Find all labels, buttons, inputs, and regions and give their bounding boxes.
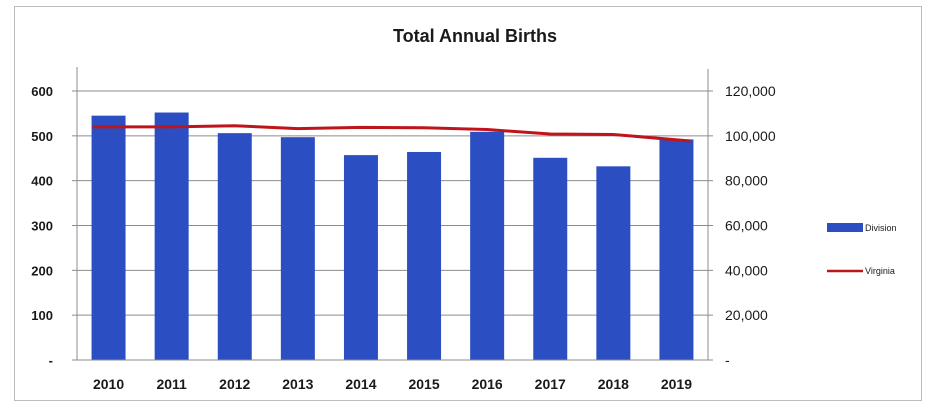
x-tick-label-2017: 2017 <box>535 376 566 392</box>
right-tick-label: - <box>725 352 730 368</box>
left-tick-label: - <box>49 353 53 368</box>
left-tick-label: 200 <box>31 263 53 278</box>
x-tick-label-2011: 2011 <box>156 376 187 392</box>
right-tick-label: 20,000 <box>725 307 768 323</box>
x-tick-label-2014: 2014 <box>345 376 376 392</box>
x-tick-label-2012: 2012 <box>219 376 250 392</box>
right-tick-label: 100,000 <box>725 128 776 144</box>
bar-division-2019 <box>659 139 694 360</box>
legend-swatch-division <box>827 223 863 232</box>
bar-division-2013 <box>280 137 315 360</box>
x-tick-label-2015: 2015 <box>408 376 439 392</box>
right-tick-label: 60,000 <box>725 218 768 234</box>
bar-division-2012 <box>217 133 252 360</box>
legend-label-virginia: Virginia <box>865 266 895 276</box>
legend: Division Virginia <box>827 223 897 276</box>
x-tick-label-2010: 2010 <box>93 376 124 392</box>
left-axis-ticks: - 100 200 300 400 500 600 <box>31 84 77 368</box>
bar-division-2015 <box>407 151 442 360</box>
chart-frame: Total Annual Births -100 200 300 400 500 600 … <box>14 6 922 401</box>
bar-division-2017 <box>533 157 568 360</box>
axes <box>76 67 709 361</box>
x-tick-label-2013: 2013 <box>282 376 313 392</box>
right-tick-label: 40,000 <box>725 262 768 278</box>
x-tick-label-2019: 2019 <box>661 376 692 392</box>
chart-svg: Total Annual Births -100200300400500600 … <box>31 26 897 392</box>
right-tick-label: 120,000 <box>725 83 776 99</box>
left-tick-label: 300 <box>31 219 53 234</box>
legend-label-division: Division <box>865 223 897 233</box>
left-tick-label: 400 <box>31 174 53 189</box>
bar-series-division <box>91 112 694 361</box>
chart-title: Total Annual Births <box>393 26 557 46</box>
line-series-virginia <box>92 124 691 143</box>
left-tick-label: 500 <box>31 129 53 144</box>
left-tick-label: 600 <box>31 84 53 99</box>
x-tick-label-2018: 2018 <box>598 376 629 392</box>
x-axis-ticks: 2010 2011 2012 2013 2014 2015 2016 2017 2018 2019 <box>93 376 692 392</box>
bar-division-2010 <box>91 115 126 361</box>
bar-division-2016 <box>470 131 505 360</box>
line-virginia <box>92 124 691 143</box>
right-axis-ticks: - 20,000 40,000 60,000 80,000 100,000 120,000 <box>708 83 776 368</box>
bar-division-2011 <box>154 112 189 361</box>
left-tick-label: 100 <box>31 308 53 323</box>
x-tick-label-2016: 2016 <box>472 376 503 392</box>
bar-division-2018 <box>596 166 631 360</box>
right-tick-label: 80,000 <box>725 173 768 189</box>
bar-division-2014 <box>343 155 378 360</box>
